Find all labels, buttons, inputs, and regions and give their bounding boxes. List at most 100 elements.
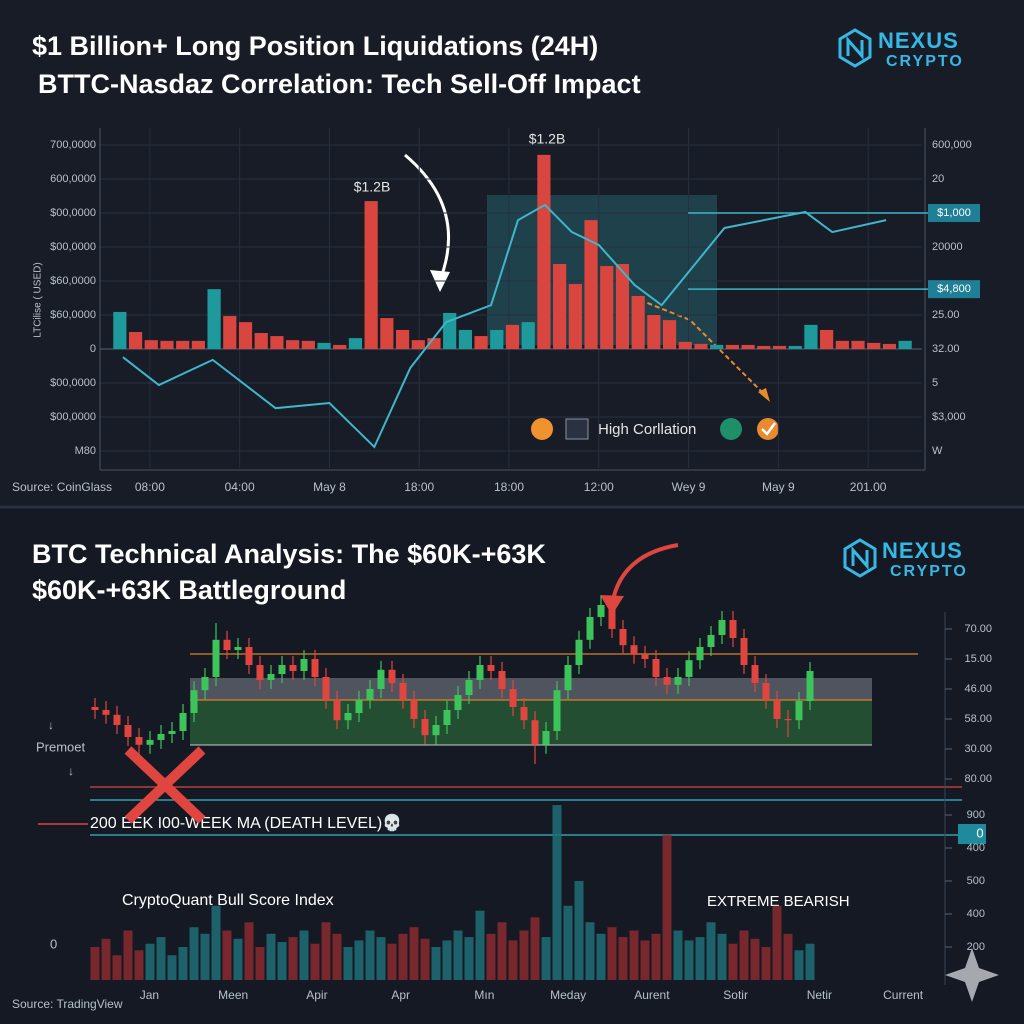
candle-body bbox=[311, 659, 319, 677]
y-tick-label: $00,0000 bbox=[50, 377, 96, 389]
y-tick-label: 700,0000 bbox=[50, 139, 96, 151]
bar bbox=[710, 344, 724, 349]
brand-name: NEXUS bbox=[878, 28, 959, 53]
volume-bar bbox=[189, 927, 199, 980]
x-tick-label: 201.00 bbox=[850, 480, 887, 494]
legend-icon bbox=[531, 418, 553, 440]
candle-body bbox=[498, 671, 506, 689]
bar bbox=[380, 318, 394, 349]
bar bbox=[160, 340, 174, 349]
candle-body bbox=[256, 665, 264, 680]
volume-bar bbox=[332, 933, 342, 980]
candle-body bbox=[487, 665, 495, 671]
marker-label: $4,800 bbox=[937, 283, 971, 295]
candle-body bbox=[377, 669, 385, 689]
bar bbox=[851, 340, 865, 349]
bar bbox=[317, 342, 331, 349]
x-tick-label: May 9 bbox=[762, 480, 795, 494]
bar bbox=[348, 338, 363, 349]
candle-body bbox=[179, 713, 187, 731]
volume-bar bbox=[431, 947, 441, 980]
candle-body bbox=[597, 605, 605, 617]
volume-tick-label: 400 bbox=[967, 908, 985, 920]
candle-body bbox=[421, 719, 429, 736]
candle-body bbox=[784, 719, 792, 721]
projection-line bbox=[639, 299, 766, 396]
bar bbox=[898, 340, 912, 349]
bar bbox=[741, 344, 755, 349]
x-tick-label: Apir bbox=[306, 988, 327, 1002]
volume-bar bbox=[178, 947, 188, 980]
bar bbox=[254, 333, 268, 349]
candle-body bbox=[696, 647, 704, 661]
bar bbox=[678, 341, 692, 349]
x-tick-label: Apr bbox=[391, 988, 410, 1002]
volume-tick-label: 400 bbox=[967, 842, 985, 854]
volume-bar bbox=[343, 947, 353, 980]
candle-body bbox=[355, 699, 363, 713]
legend: High Corllation bbox=[531, 418, 779, 440]
candle-body bbox=[234, 647, 242, 650]
volume-bar bbox=[288, 937, 298, 980]
legend-check bbox=[761, 422, 777, 436]
candle-body bbox=[454, 695, 462, 710]
bar bbox=[490, 329, 504, 349]
annotation: $1.2B bbox=[354, 179, 391, 195]
bar bbox=[474, 336, 488, 349]
volume-bar bbox=[244, 922, 254, 980]
volume-bar bbox=[442, 940, 452, 980]
resistance-zone bbox=[190, 678, 872, 700]
bar bbox=[662, 320, 677, 349]
bar bbox=[395, 329, 410, 349]
y-tick-label: 80.00 bbox=[964, 773, 992, 785]
bar bbox=[694, 343, 708, 349]
volume-bar bbox=[574, 881, 584, 980]
candle-body bbox=[344, 713, 352, 721]
chart-subtitle: $60K-+63K Battleground bbox=[32, 575, 346, 605]
candle-body bbox=[267, 674, 275, 680]
candle-body bbox=[157, 734, 165, 740]
candle-body bbox=[553, 690, 561, 731]
y2-tick-label: 20000 bbox=[932, 241, 963, 253]
logo-hexagon bbox=[843, 538, 877, 578]
volume-bar bbox=[508, 940, 518, 980]
x-tick-label: Meen bbox=[218, 988, 248, 1002]
volume-bar bbox=[684, 940, 694, 980]
candle-body bbox=[388, 669, 396, 683]
volume-bar bbox=[761, 947, 771, 980]
volume-bar bbox=[453, 930, 463, 980]
logo-hexagon bbox=[838, 28, 872, 68]
x-tick-label: May 8 bbox=[313, 480, 346, 494]
volume-bar bbox=[101, 938, 111, 980]
volume-bar bbox=[211, 905, 221, 980]
bar bbox=[458, 329, 472, 349]
bar bbox=[882, 343, 897, 349]
volume-bar bbox=[607, 927, 617, 980]
chart-title: BTC Technical Analysis: The $60K-+63K bbox=[32, 539, 546, 569]
bar bbox=[113, 311, 127, 349]
candle-body bbox=[718, 620, 726, 635]
candle-body bbox=[289, 665, 297, 671]
volume-bar bbox=[585, 922, 595, 980]
candle-body bbox=[333, 699, 341, 721]
bar bbox=[223, 316, 237, 349]
bar bbox=[804, 324, 818, 349]
volume-bar bbox=[519, 930, 529, 980]
volume-bar bbox=[739, 930, 749, 980]
candle-body bbox=[586, 617, 594, 640]
bar bbox=[615, 264, 630, 349]
candle-body bbox=[751, 665, 759, 683]
volume-bar bbox=[134, 950, 144, 980]
candle-body bbox=[652, 659, 660, 677]
candle-body bbox=[135, 737, 143, 745]
annotation: $1.2B bbox=[529, 131, 566, 147]
volume-bar bbox=[563, 905, 573, 980]
candle-body bbox=[531, 720, 539, 745]
bar bbox=[647, 315, 661, 349]
y-tick-label: $60,0000 bbox=[50, 275, 96, 287]
candle-body bbox=[432, 725, 440, 736]
bar bbox=[772, 345, 787, 349]
volume-bar bbox=[266, 933, 276, 980]
brand-logo: NEXUS CRYPTO bbox=[843, 538, 966, 580]
